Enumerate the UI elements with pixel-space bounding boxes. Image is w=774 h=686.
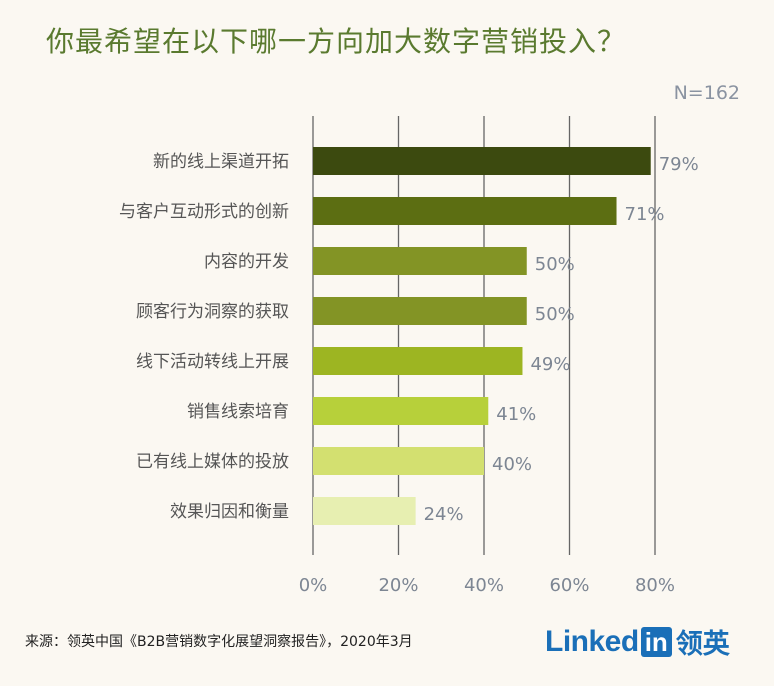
category-label: 线下活动转线上开展 <box>136 352 289 372</box>
value-label: 49% <box>530 354 570 375</box>
bar <box>313 497 416 525</box>
bar <box>313 197 617 225</box>
logo-in-box: in <box>640 626 672 657</box>
value-label: 41% <box>496 404 536 425</box>
logo-linked-text: Linked <box>545 624 639 658</box>
bar <box>313 447 484 475</box>
bar <box>313 247 527 275</box>
bar <box>313 147 651 175</box>
value-label: 50% <box>535 254 575 275</box>
value-label: 79% <box>659 154 699 175</box>
category-label: 销售线索培育 <box>187 402 289 422</box>
bar <box>313 297 527 325</box>
logo-cn-text: 领英 <box>675 629 730 660</box>
x-tick-label: 20% <box>378 575 418 596</box>
x-tick-label: 40% <box>464 575 504 596</box>
bar-chart: 新的线上渠道开拓 79% 与客户互动形式的创新 71% 内容的开发 50% 顾客行为洞察的获… <box>119 116 699 596</box>
value-label: 40% <box>492 454 532 475</box>
category-label: 内容的开发 <box>204 252 289 272</box>
bar <box>313 347 523 375</box>
linkedin-logo: Linked in 领英 <box>545 622 730 661</box>
x-tick-label: 80% <box>635 575 675 596</box>
bar <box>313 397 489 425</box>
value-label: 24% <box>424 504 464 525</box>
source-note: 来源：领英中国《B2B营销数字化展望洞察报告》，2020年3月 <box>25 634 413 650</box>
value-label: 50% <box>535 304 575 325</box>
category-label: 新的线上渠道开拓 <box>153 152 289 172</box>
chart-title: 你最希望在以下哪一方向加大数字营销投入？ <box>46 25 627 58</box>
x-tick-label: 60% <box>549 575 589 596</box>
category-label: 顾客行为洞察的获取 <box>136 302 289 322</box>
category-label: 已有线上媒体的投放 <box>136 452 289 472</box>
category-label: 效果归因和衡量 <box>170 502 289 522</box>
sample-size: N=162 <box>673 82 740 104</box>
x-tick-label: 0% <box>299 575 328 596</box>
value-label: 71% <box>625 204 665 225</box>
category-label: 与客户互动形式的创新 <box>119 202 289 222</box>
